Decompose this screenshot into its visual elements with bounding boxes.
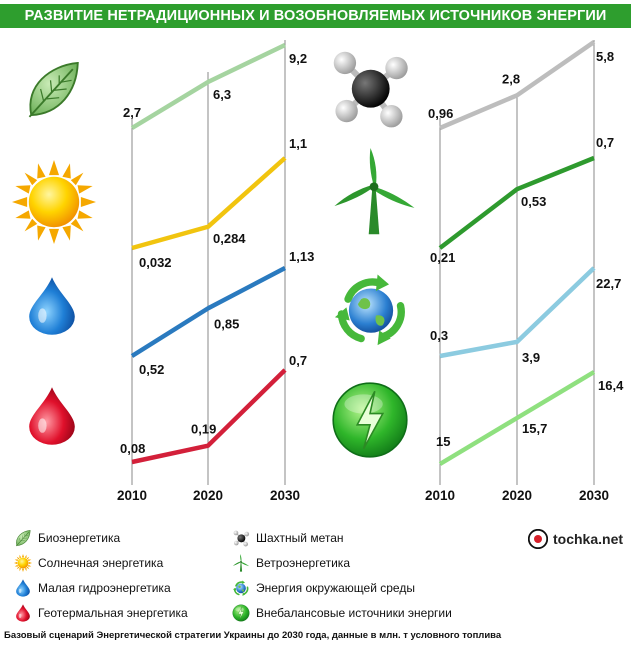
lightning-orb-icon [332, 382, 408, 458]
data-label: 0,53 [521, 194, 546, 209]
data-label: 9,2 [289, 51, 307, 66]
tochka-logo[interactable]: tochka.net [528, 529, 623, 549]
tochka-logo-icon [528, 529, 548, 549]
data-label: 15 [436, 434, 450, 449]
series-line-leaf [130, 42, 286, 130]
legend-label: Внебалансовые источники энергии [256, 606, 452, 620]
legend-label: Шахтный метан [256, 531, 344, 545]
legend-item: Солнечная энергетика [14, 553, 163, 573]
series-line-recycle-globe [439, 266, 596, 359]
data-label: 0,19 [191, 422, 216, 437]
legend-label: Малая гидроэнергетика [38, 581, 171, 595]
data-label: 0,52 [139, 362, 164, 377]
x-tick-label: 2030 [579, 488, 609, 503]
data-label: 0,284 [213, 231, 246, 246]
data-label: 16,4 [598, 378, 624, 393]
methane-molecule-icon [232, 529, 250, 547]
series-icons [12, 52, 415, 458]
data-label: 0,96 [428, 106, 453, 121]
legend-item: Энергия окружающей среды [232, 578, 415, 598]
recycle-globe-icon [232, 579, 250, 597]
gridlines [131, 40, 595, 485]
data-label: 0,08 [120, 441, 145, 456]
legend-item: Ветроэнергетика [232, 553, 350, 573]
legend-item: Геотермальная энергетика [14, 603, 188, 623]
lightning-orb-icon [232, 604, 250, 622]
series-line-blue-drop [130, 266, 287, 358]
series-line-wind-turbine [438, 155, 595, 250]
sun-icon [12, 160, 96, 244]
legend-label: Ветроэнергетика [256, 556, 350, 570]
data-label: 6,3 [213, 87, 231, 102]
blue-drop-icon [29, 277, 75, 335]
data-label: 0,7 [596, 135, 614, 150]
x-tick-label: 2010 [117, 488, 147, 503]
red-drop-icon [14, 604, 32, 622]
logo-text: tochka.net [553, 531, 624, 547]
recycle-globe-icon [335, 275, 401, 346]
red-drop-icon [29, 387, 75, 445]
blue-drop-icon [14, 579, 32, 597]
data-label: 5,8 [596, 49, 614, 64]
x-tick-label: 2030 [270, 488, 300, 503]
methane-molecule-icon [334, 52, 408, 128]
legend-item: Биоэнергетика [14, 528, 120, 548]
data-label: 2,8 [502, 71, 520, 86]
data-label-layer: 2,7 6,3 9,2 0,032 0,284 1,1 0,52 0,85 1,13 0,08 0,… [120, 49, 624, 456]
data-label: 1,1 [289, 136, 307, 151]
data-label: 0,21 [430, 250, 455, 265]
x-axis-ticks: 2010 2020 2030 2010 2020 2030 [117, 488, 609, 503]
leaf-icon [28, 61, 80, 119]
data-label: 1,13 [289, 249, 314, 264]
data-label: 0,032 [139, 255, 172, 270]
legend-label: Солнечная энергетика [38, 556, 164, 570]
data-label: 22,7 [596, 276, 621, 291]
data-label: 15,7 [522, 421, 547, 436]
data-label: 2,7 [123, 105, 141, 120]
series-line-lightning-orb [438, 370, 596, 466]
legend-item: Внебалансовые источники энергии [232, 603, 452, 623]
x-tick-label: 2020 [502, 488, 532, 503]
sun-icon [14, 554, 32, 572]
wind-turbine-icon [334, 148, 415, 235]
data-label: 0,3 [430, 328, 448, 343]
legend-label: Энергия окружающей среды [256, 581, 415, 595]
x-tick-label: 2020 [193, 488, 223, 503]
data-label: 0,7 [289, 353, 307, 368]
footnote: Базовый сценарий Энергетической стратеги… [4, 630, 502, 641]
series-line-red-drop [131, 368, 287, 465]
legend-label: Геотермальная энергетика [38, 606, 188, 620]
wind-turbine-icon [232, 554, 250, 572]
x-tick-label: 2010 [425, 488, 455, 503]
series-line-sun [131, 156, 287, 251]
legend-item: Шахтный метан [232, 528, 344, 548]
leaf-icon [14, 529, 32, 547]
chart-title: РАЗВИТИЕ НЕТРАДИЦИОННЫХ И ВОЗОБНОВЛЯЕМЫХ… [0, 4, 631, 28]
data-label: 3,9 [522, 350, 540, 365]
legend-label: Биоэнергетика [38, 531, 121, 545]
series-line-methane-molecule [439, 40, 596, 131]
data-label: 0,85 [214, 316, 239, 331]
series-layer [130, 40, 596, 466]
legend-item: Малая гидроэнергетика [14, 578, 171, 598]
